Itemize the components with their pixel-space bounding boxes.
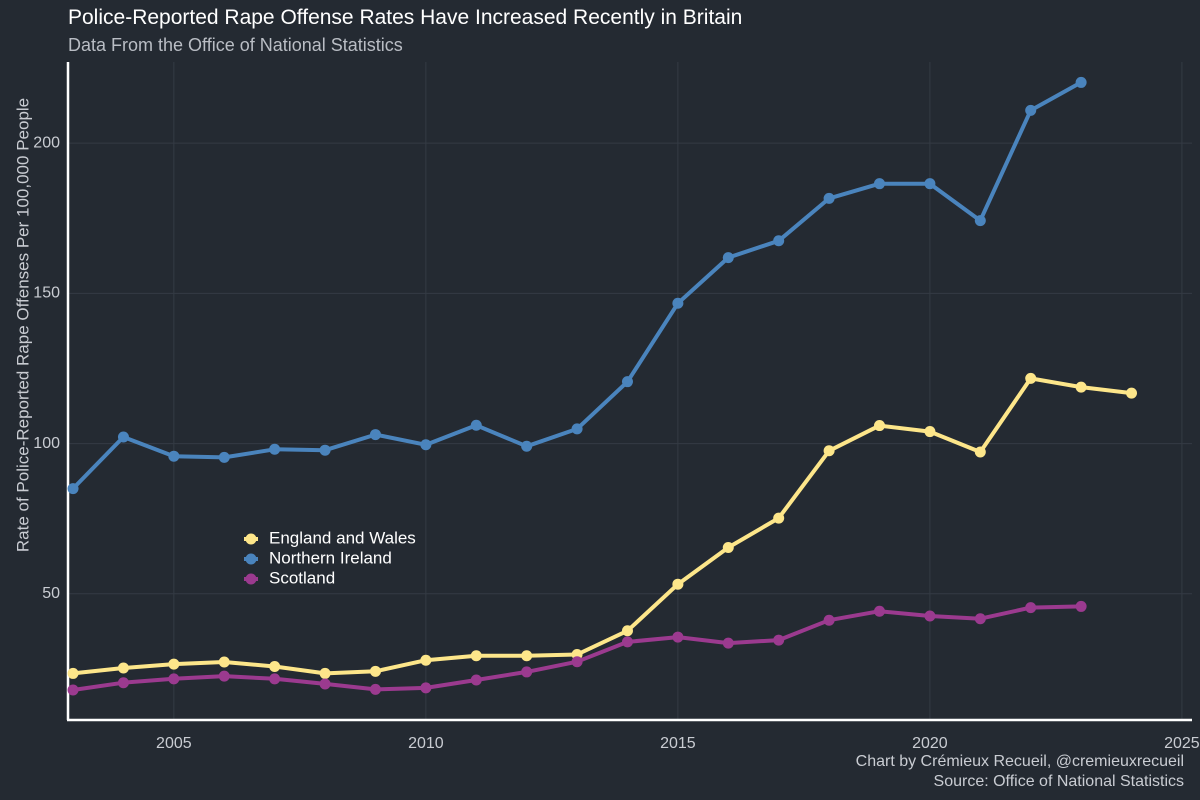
data-point [873,420,885,432]
series-line [71,376,1134,676]
legend-swatch-dot [245,553,257,565]
y-axis-title: Rate of Police-Reported Rape Offenses Pe… [13,98,32,552]
data-point [319,444,331,456]
data-point [672,297,684,309]
data-point [168,658,180,670]
caption-author: Chart by Crémieux Recueil, @cremieuxrecu… [855,753,1184,770]
data-point [1075,381,1087,393]
legend-item: England and Wales [244,528,416,547]
data-point [269,673,281,685]
data-point [974,446,986,458]
y-tick-label-200: 200 [33,134,60,151]
data-point [117,677,129,689]
data-point [571,423,583,435]
grid-lines [68,62,1192,720]
legend-swatch-dot [245,533,257,545]
data-point [1075,600,1087,612]
y-tick-label-150: 150 [33,285,60,302]
x-tick-label-2010: 2010 [408,735,444,752]
data-point [369,683,381,695]
data-point [168,673,180,685]
data-point [621,636,633,648]
series-group [67,76,1138,696]
chart-title: Police-Reported Rape Offense Rates Have … [68,6,743,29]
series-northern-ireland [67,76,1087,495]
data-point [722,542,734,554]
data-point [924,610,936,622]
data-point [369,429,381,441]
chart-subtitle: Data From the Office of National Statist… [68,35,403,55]
data-point [1025,104,1037,116]
data-point [621,625,633,637]
data-point [269,661,281,673]
data-point [621,376,633,388]
data-point [924,426,936,438]
data-point [470,419,482,431]
data-point [168,450,180,462]
data-point [1075,76,1087,88]
data-point [823,445,835,457]
legend-item: Scotland [244,568,335,587]
data-point [470,674,482,686]
axes [66,62,1192,722]
caption-source: Source: Office of National Statistics [933,773,1184,790]
data-point [67,667,79,679]
legend-label: England and Wales [269,528,416,547]
data-point [319,667,331,679]
legend-swatch-dot [245,573,257,585]
x-tick-label-2005: 2005 [156,735,192,752]
data-point [420,682,432,694]
data-point [773,634,785,646]
data-point [571,656,583,668]
data-point [974,613,986,625]
data-point [218,670,230,682]
data-point [1126,387,1138,399]
data-point [672,631,684,643]
data-point [117,662,129,674]
series-scotland [67,600,1087,696]
data-point [369,665,381,677]
data-point [420,654,432,666]
data-point [67,483,79,495]
data-point [269,443,281,455]
data-point [672,578,684,590]
series-england-and-wales [67,372,1138,679]
data-point [420,439,432,451]
data-point [974,215,986,227]
data-point [1025,602,1037,614]
data-point [521,650,533,662]
y-tick-label-50: 50 [42,585,60,602]
caption: Chart by Crémieux Recueil, @cremieuxrecu… [856,752,1184,792]
data-point [773,235,785,247]
x-tick-labels: 2005 2010 2015 2020 2025 [156,735,1200,752]
legend-label: Northern Ireland [269,548,392,567]
data-point [873,605,885,617]
y-tick-label-100: 100 [33,435,60,452]
data-point [470,650,482,662]
data-point [218,656,230,668]
data-point [823,192,835,204]
data-point [722,637,734,649]
data-point [117,431,129,443]
y-tick-labels: 50 100 150 200 [33,134,60,602]
data-point [1025,372,1037,384]
x-tick-label-2015: 2015 [660,735,696,752]
data-point [218,451,230,463]
x-tick-label-2025: 2025 [1164,735,1200,752]
legend-label: Scotland [269,568,335,587]
data-point [67,684,79,696]
data-point [823,614,835,626]
legend-item: Northern Ireland [244,548,392,567]
data-point [319,678,331,690]
x-tick-label-2020: 2020 [912,735,948,752]
data-point [722,252,734,264]
data-point [924,178,936,190]
data-point [521,666,533,678]
data-point [521,440,533,452]
data-point [773,512,785,524]
data-point [873,178,885,190]
